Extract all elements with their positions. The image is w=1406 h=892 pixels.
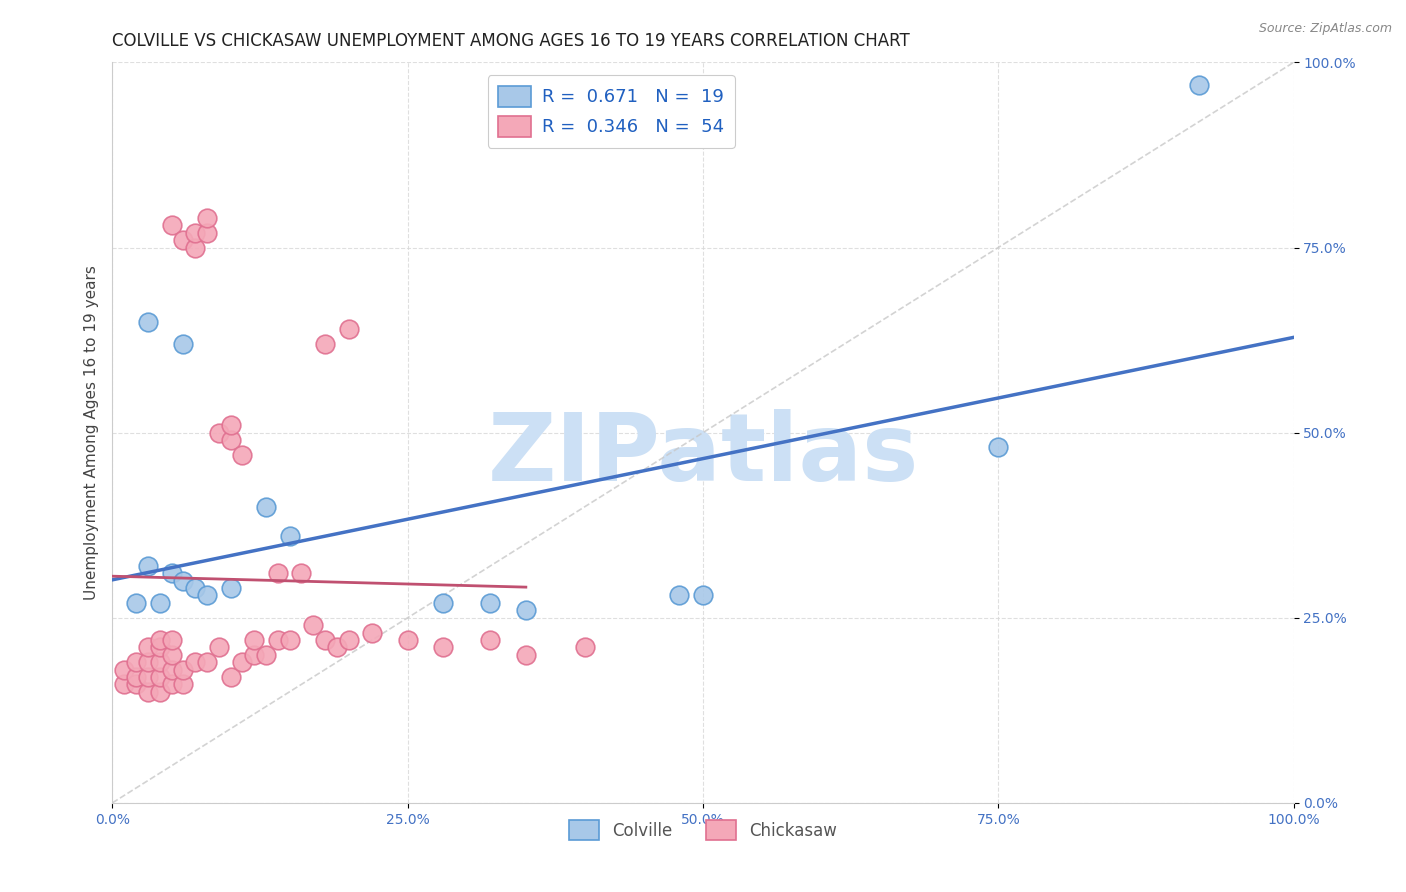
Point (219, 581, 242, 595)
Point (208, 425, 231, 440)
Point (160, 219, 183, 233)
Point (692, 589, 714, 603)
Point (112, 677, 135, 691)
Point (172, 574, 194, 588)
Point (172, 336, 194, 351)
Point (326, 640, 349, 655)
Point (172, 677, 194, 691)
Point (184, 240, 207, 255)
Point (160, 648, 183, 662)
Point (337, 632, 360, 647)
Point (267, 632, 290, 647)
Point (149, 640, 172, 655)
Point (432, 596, 454, 610)
Point (479, 596, 502, 610)
Point (160, 632, 183, 647)
Point (219, 433, 242, 447)
Point (136, 558, 159, 573)
Point (184, 655, 207, 669)
Point (302, 618, 325, 632)
Point (267, 566, 290, 581)
Point (149, 655, 172, 669)
Point (136, 640, 159, 655)
Point (136, 685, 159, 699)
Legend: Colville, Chickasaw: Colville, Chickasaw (562, 814, 844, 847)
Point (396, 632, 419, 647)
Point (125, 596, 148, 610)
Point (574, 640, 596, 655)
Point (337, 322, 360, 336)
Point (314, 336, 336, 351)
Point (125, 677, 148, 691)
Point (479, 632, 502, 647)
Point (149, 670, 172, 684)
Point (195, 589, 218, 603)
Point (231, 655, 253, 669)
Point (160, 677, 183, 691)
Y-axis label: Unemployment Among Ages 16 to 19 years: Unemployment Among Ages 16 to 19 years (83, 265, 98, 600)
Point (149, 685, 172, 699)
Point (136, 670, 159, 684)
Point (361, 625, 384, 640)
Point (149, 632, 172, 647)
Point (515, 648, 537, 662)
Text: COLVILLE VS CHICKASAW UNEMPLOYMENT AMONG AGES 16 TO 19 YEARS CORRELATION CHART: COLVILLE VS CHICKASAW UNEMPLOYMENT AMONG… (112, 32, 910, 50)
Point (149, 596, 172, 610)
Point (987, 441, 1010, 455)
Point (125, 670, 148, 684)
Point (172, 663, 194, 677)
Point (184, 226, 207, 240)
Text: ZIPatlas: ZIPatlas (488, 409, 918, 500)
Point (136, 655, 159, 669)
Point (515, 603, 537, 617)
Point (314, 632, 336, 647)
Point (254, 648, 277, 662)
Point (195, 655, 218, 669)
Point (160, 566, 183, 581)
Point (231, 448, 253, 462)
Point (184, 581, 207, 595)
Point (112, 663, 135, 677)
Point (278, 632, 301, 647)
Point (290, 566, 312, 581)
Point (668, 589, 690, 603)
Point (195, 226, 218, 240)
Point (254, 500, 277, 514)
Point (243, 648, 266, 662)
Point (243, 632, 266, 647)
Point (278, 529, 301, 543)
Point (432, 640, 454, 655)
Point (136, 314, 159, 328)
Point (1188, 78, 1211, 92)
Point (219, 418, 242, 433)
Text: Source: ZipAtlas.com: Source: ZipAtlas.com (1258, 22, 1392, 36)
Point (195, 211, 218, 225)
Point (219, 670, 242, 684)
Point (208, 640, 231, 655)
Point (125, 655, 148, 669)
Point (172, 233, 194, 247)
Point (160, 663, 183, 677)
